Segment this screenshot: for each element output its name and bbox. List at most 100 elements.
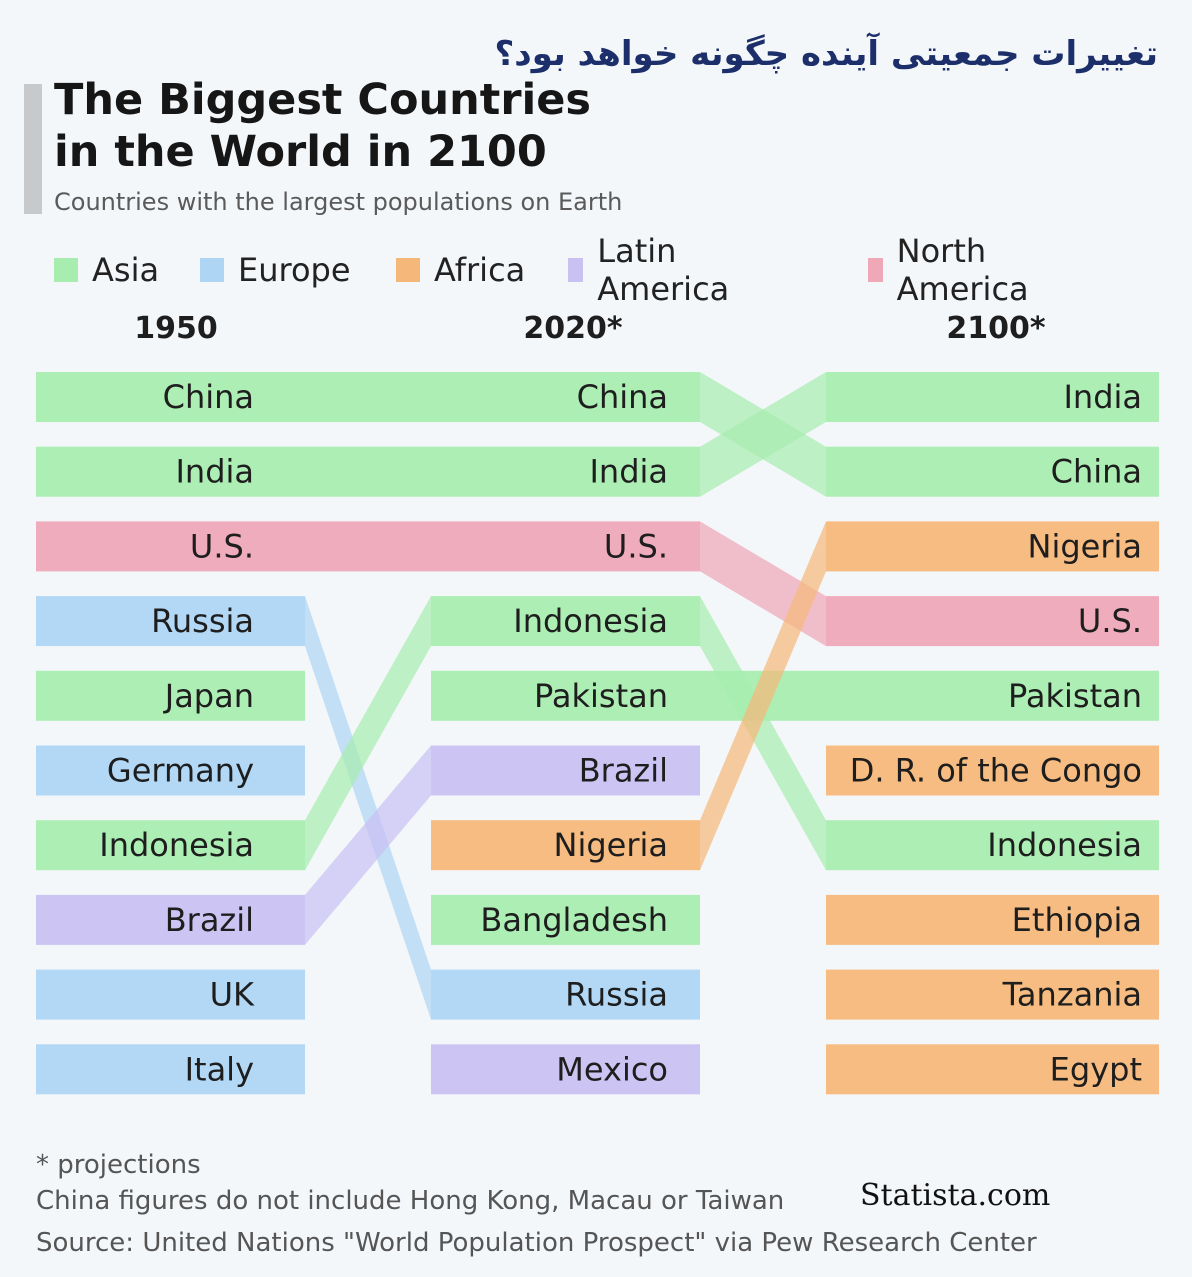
bar-2100-egypt <box>826 1044 1159 1095</box>
legend-label-europe: Europe <box>238 251 351 289</box>
label-2100-d-r-of-the-congo: D. R. of the Congo <box>850 752 1142 790</box>
connector-layer <box>305 372 826 1020</box>
bar-1950-japan <box>36 670 305 721</box>
bar-2100-pakistan <box>826 670 1159 721</box>
label-2100-u-s: U.S. <box>1078 602 1142 640</box>
connector-u-s-1950-to-2020 <box>305 521 431 572</box>
bar-1950-uk <box>36 969 305 1020</box>
label-2020-nigeria: Nigeria <box>554 826 668 864</box>
bar-2020-nigeria <box>431 820 700 871</box>
label-2100-indonesia: Indonesia <box>987 826 1142 864</box>
bar-2020-brazil <box>431 745 700 796</box>
connector-nigeria-2020-to-2100 <box>700 521 826 871</box>
legend-label-asia: Asia <box>92 251 160 289</box>
legend-label-north-america: North America <box>896 232 1029 308</box>
label-2100-egypt: Egypt <box>1050 1050 1142 1088</box>
connector-brazil-1950-to-2020 <box>305 745 431 945</box>
connector-indonesia-2020-to-2100 <box>700 596 826 871</box>
label-1950-russia: Russia <box>151 602 254 640</box>
bar-2020-u-s <box>431 521 700 572</box>
label-1950-indonesia: Indonesia <box>99 826 254 864</box>
label-2020-indonesia: Indonesia <box>513 602 668 640</box>
bar-2020-china <box>431 372 700 422</box>
bar-2020-indonesia <box>431 596 700 647</box>
bar-1950-indonesia <box>36 820 305 871</box>
ranking-chart: 1950 2020* 2100* China India U.S. Russia Japan G… <box>36 311 1159 1095</box>
label-2020-brazil: Brazil <box>579 752 668 790</box>
persian-title: تغییرات جمعیتی آینده چگونه خواهد بود؟ <box>494 34 1158 74</box>
connector-indonesia-1950-to-2020 <box>305 596 431 871</box>
chart-title-line-2: in the World in 2100 <box>54 127 547 177</box>
label-2100-nigeria: Nigeria <box>1028 527 1142 565</box>
bar-1950-india <box>36 446 305 497</box>
chart-title: The Biggest Countries in the World in 21… <box>54 74 674 178</box>
bar-2100-d-r-of-the-congo <box>826 745 1159 796</box>
label-1950-italy: Italy <box>185 1050 254 1088</box>
label-2100-ethiopia: Ethiopia <box>1012 901 1142 939</box>
source-note: Source: United Nations "World Population… <box>36 1228 1037 1258</box>
connector-russia-1950-to-2020 <box>305 596 431 1020</box>
bar-2100-u-s <box>826 596 1159 647</box>
label-2100-china: China <box>1051 453 1142 491</box>
legend-label-latin-america: Latin America <box>597 232 730 308</box>
footnote-projections: * projections <box>36 1150 201 1180</box>
label-1950-japan: Japan <box>163 677 254 715</box>
label-2020-pakistan: Pakistan <box>534 677 668 715</box>
label-1950-india: India <box>175 453 254 491</box>
bar-2020-bangladesh <box>431 894 700 945</box>
bar-1950-italy <box>36 1044 305 1095</box>
label-2020-bangladesh: Bangladesh <box>480 901 668 939</box>
column-header-1950: 1950 <box>134 311 218 346</box>
label-2100-tanzania: Tanzania <box>1002 976 1142 1014</box>
legend-item-asia: Asia <box>54 250 159 290</box>
legend-item-europe: Europe <box>200 250 351 290</box>
label-1950-china: China <box>163 378 254 416</box>
legend-swatch-africa <box>396 258 420 282</box>
legend-swatch-europe <box>200 258 224 282</box>
bar-2100-india <box>826 372 1159 422</box>
label-1950-u-s: U.S. <box>190 527 254 565</box>
legend-swatch-latin-america <box>568 258 584 282</box>
bar-1950-brazil <box>36 894 305 945</box>
bar-1950-u-s <box>36 521 305 572</box>
legend-swatch-asia <box>54 258 78 282</box>
column-header-2100: 2100* <box>946 311 1045 346</box>
bar-1950-russia <box>36 596 305 647</box>
connector-india-2020-to-2100 <box>700 372 826 497</box>
title-accent-bar <box>24 84 42 214</box>
label-layer: 1950 2020* 2100* China India U.S. Russia Japan G… <box>99 311 1142 1088</box>
legend-item-africa: Africa <box>396 250 525 290</box>
bar-2100-nigeria <box>826 521 1159 572</box>
statista-watermark: Statista.com <box>860 1178 1051 1213</box>
label-1950-uk: UK <box>210 976 255 1014</box>
legend-swatch-north-america <box>868 258 883 282</box>
label-2020-u-s: U.S. <box>604 527 668 565</box>
legend-item-north-america: North America <box>868 232 1038 308</box>
legend-label-africa: Africa <box>434 251 526 289</box>
label-1950-brazil: Brazil <box>165 901 254 939</box>
bar-2020-pakistan <box>431 670 700 721</box>
label-2100-india: India <box>1063 378 1142 416</box>
chart-subtitle: Countries with the largest populations o… <box>54 188 623 216</box>
connector-india-1950-to-2020 <box>305 446 431 497</box>
bar-1950-germany <box>36 745 305 796</box>
bar-1950-china <box>36 372 305 422</box>
bar-layer <box>36 372 1159 1095</box>
bar-2020-russia <box>431 969 700 1020</box>
column-header-2020: 2020* <box>523 311 622 346</box>
label-2020-russia: Russia <box>565 976 668 1014</box>
bar-2100-ethiopia <box>826 894 1159 945</box>
bar-2020-india <box>431 446 700 497</box>
footnote-china: China figures do not include Hong Kong, … <box>36 1186 785 1216</box>
legend-item-latin-america: Latin America <box>568 232 738 308</box>
label-2020-china: China <box>577 378 668 416</box>
label-2020-mexico: Mexico <box>556 1050 668 1088</box>
bar-2100-indonesia <box>826 820 1159 871</box>
connector-china-1950-to-2020 <box>305 372 431 422</box>
chart-title-line-1: The Biggest Countries <box>54 75 592 125</box>
bar-2100-tanzania <box>826 969 1159 1020</box>
bar-2020-mexico <box>431 1044 700 1095</box>
label-2100-pakistan: Pakistan <box>1008 677 1142 715</box>
label-2020-india: India <box>589 453 668 491</box>
bar-2100-china <box>826 446 1159 497</box>
